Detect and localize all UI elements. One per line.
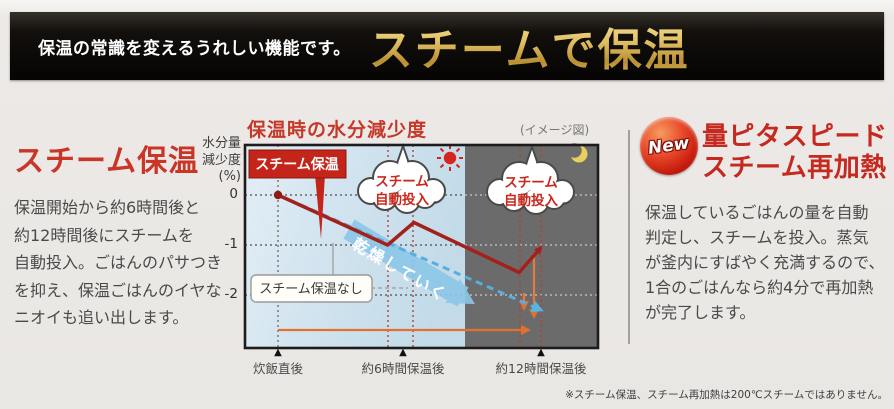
x-tick-label-2: 約6時間保温後 — [361, 361, 445, 376]
steam-inject-label-night-line1: スチーム — [504, 175, 558, 191]
steam-inject-label-day-line1: スチーム — [375, 174, 429, 190]
steam-cloud-night: スチーム 自動投入 — [486, 143, 575, 215]
steam-cloud-day: スチーム 自動投入 — [357, 142, 446, 214]
x-tick-marker-2: ▲ — [399, 347, 407, 358]
y-tick-0: 0 — [229, 186, 238, 202]
left-section-heading: スチーム保温 — [14, 144, 200, 179]
chart-svg: 乾燥していく スチーム保温 スチーム保温なし — [243, 142, 600, 350]
chart-plot-area: 乾燥していく スチーム保温 スチーム保温なし — [243, 142, 600, 350]
no-steam-label-text: スチーム保温なし — [259, 282, 363, 297]
steam-label-box: スチーム保温 — [248, 149, 347, 239]
sun-icon — [437, 145, 463, 171]
plot-border — [243, 143, 600, 350]
right-section-heading: 量ピタスピード スチーム再加熱 — [702, 122, 888, 183]
banner-title: スチームで保温 — [369, 14, 690, 78]
chart-image-note: (イメージ図) — [520, 123, 590, 137]
y-tick-minus1: -1 — [224, 236, 238, 252]
steam-line — [277, 193, 543, 275]
no-steam-label-box: スチーム保温なし — [250, 274, 373, 303]
left-section-body: 保温開始から約6時間後と 約12時間後にスチームを 自動投入。ごはんのパサつき … — [14, 198, 223, 327]
steam-label-text: スチーム保温 — [255, 156, 339, 173]
section-divider — [628, 130, 630, 344]
steam-line-start-dot — [273, 190, 283, 200]
moon-icon — [567, 143, 588, 163]
x-tick-marker-3: ▲ — [537, 347, 545, 358]
steam-inject-label-night-line2: 自動投入 — [504, 192, 558, 209]
banner-tagline: 保温の常識を変えるうれしい機能です。 — [38, 38, 351, 59]
right-section-body: 保温しているごはんの量を自動 判定し、スチームを投入。蒸気 が釜内にすばやく充満… — [645, 203, 885, 322]
top-banner: 保温の常識を変えるうれしい機能です。 スチームで保温 — [10, 12, 884, 80]
new-badge: New — [640, 117, 698, 175]
steam-inject-label-day-line2: 自動投入 — [375, 191, 429, 208]
x-tick-label-1: 炊飯直後 — [252, 361, 304, 376]
x-tick-marker-1: ▲ — [274, 347, 282, 358]
new-badge-label: New — [647, 133, 691, 159]
chart-title: 保温時の水分減少度 — [247, 119, 428, 141]
x-tick-label-3: 約12時間保温後 — [495, 361, 587, 376]
y-tick-minus2: -2 — [224, 286, 238, 302]
footnote: ※スチーム保温、スチーム再加熱は200℃スチームではありません。 — [565, 389, 888, 401]
y-axis-label: 水分量 減少度 (%) — [201, 136, 241, 184]
